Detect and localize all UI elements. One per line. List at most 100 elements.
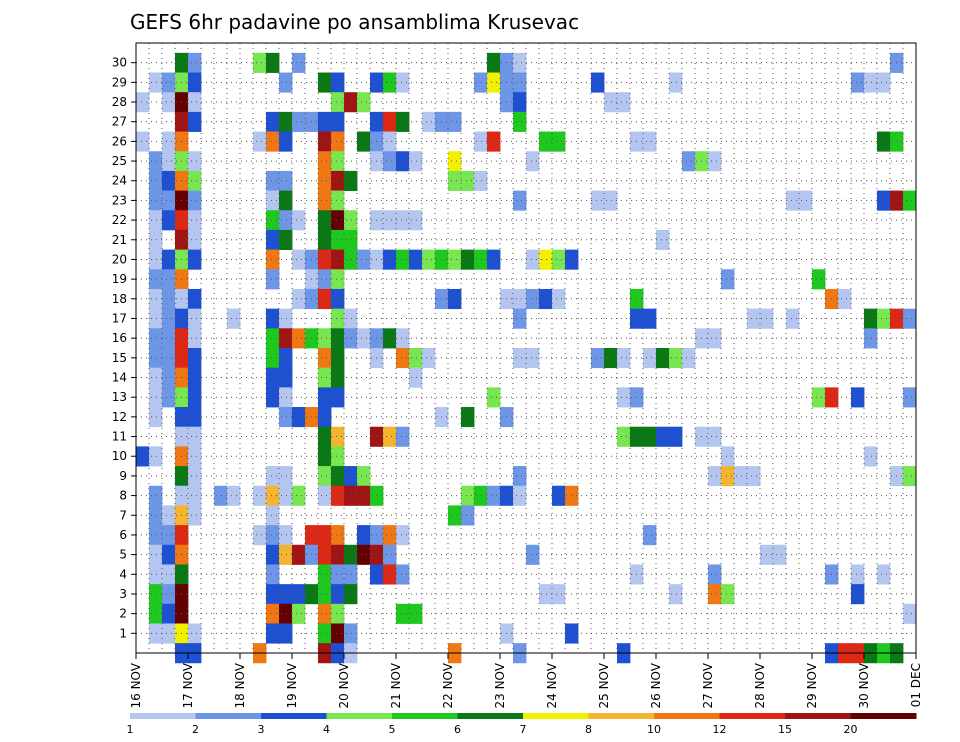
- heatmap-cell: [526, 151, 540, 172]
- heatmap-cell: [708, 564, 722, 585]
- heatmap-cell: [188, 170, 202, 191]
- heatmap-cell: [279, 328, 293, 349]
- heatmap-cell: [708, 426, 722, 447]
- heatmap-cell: [864, 72, 878, 93]
- legend-label: 1: [127, 723, 134, 736]
- heatmap-cell: [188, 387, 202, 408]
- heatmap-cell: [396, 111, 410, 132]
- heatmap-cell: [162, 92, 176, 113]
- heatmap-cell: [396, 426, 410, 447]
- heatmap-cell: [513, 111, 527, 132]
- heatmap-cell: [279, 229, 293, 251]
- heatmap-cell: [526, 544, 540, 565]
- heatmap-cell: [513, 485, 527, 506]
- heatmap-cell: [318, 623, 332, 644]
- heatmap-cell: [851, 72, 865, 93]
- heatmap-cell: [383, 72, 397, 93]
- heatmap-cell: [552, 288, 566, 310]
- heatmap-cell: [474, 72, 488, 93]
- heatmap-cell: [188, 446, 202, 467]
- heatmap-cell: [552, 131, 566, 152]
- heatmap-cell: [643, 426, 657, 447]
- heatmap-cell: [903, 603, 917, 624]
- heatmap-cell: [279, 72, 293, 93]
- heatmap-cell: [136, 131, 150, 152]
- heatmap-cell: [461, 407, 475, 428]
- heatmap-cell: [331, 288, 345, 310]
- legend-swatch: [523, 713, 589, 719]
- heatmap-cell: [149, 367, 163, 388]
- legend-swatch: [719, 713, 786, 719]
- heatmap-cell: [344, 249, 358, 270]
- heatmap-cell: [318, 407, 332, 428]
- legend-swatch: [588, 713, 655, 719]
- legend-swatch: [457, 713, 524, 719]
- heatmap-cell: [162, 288, 176, 310]
- heatmap-cell: [292, 544, 306, 565]
- heatmap-cell: [149, 485, 163, 506]
- heatmap-cell: [747, 308, 761, 329]
- heatmap-cell: [162, 564, 176, 585]
- heatmap-cell: [266, 229, 280, 251]
- legend-swatch: [785, 713, 851, 719]
- heatmap-cell: [331, 308, 345, 329]
- heatmap-cell: [331, 210, 345, 231]
- legend-label: 2: [192, 723, 199, 736]
- heatmap-cell: [448, 111, 462, 132]
- heatmap-cell: [357, 544, 371, 565]
- heatmap-cell: [318, 190, 332, 211]
- heatmap-cell: [487, 72, 501, 93]
- heatmap-cell: [266, 52, 280, 73]
- heatmap-cell: [292, 249, 306, 270]
- heatmap-cell: [188, 367, 202, 388]
- y-tick-label: 4: [119, 567, 127, 581]
- heatmap-cell: [162, 170, 176, 191]
- heatmap-cell: [318, 367, 332, 388]
- heatmap-cell: [422, 249, 436, 270]
- heatmap-cell: [682, 151, 696, 172]
- heatmap-cell: [188, 623, 202, 644]
- heatmap-cell: [864, 328, 878, 349]
- heatmap-cell: [474, 485, 488, 506]
- heatmap-cell: [331, 170, 345, 191]
- heatmap-cell: [149, 407, 163, 428]
- heatmap-cell: [266, 210, 280, 231]
- heatmap-cell: [422, 111, 436, 132]
- heatmap-cell: [266, 131, 280, 152]
- heatmap-cell: [318, 446, 332, 467]
- heatmap-cell: [643, 308, 657, 329]
- heatmap-cell: [188, 72, 202, 93]
- heatmap-cell: [266, 387, 280, 408]
- heatmap-cell: [318, 584, 332, 605]
- heatmap-cell: [708, 466, 722, 487]
- heatmap-cell: [357, 249, 371, 270]
- y-tick-label: 11: [112, 430, 127, 444]
- heatmap-cell: [331, 525, 345, 546]
- y-tick-label: 9: [119, 469, 127, 483]
- heatmap-cell: [539, 249, 553, 270]
- plot-frame: [135, 42, 917, 654]
- legend-swatch: [130, 713, 196, 719]
- heatmap-cell: [461, 170, 475, 191]
- heatmap-cell: [383, 151, 397, 172]
- heatmap-cell: [448, 505, 462, 526]
- heatmap-cell: [396, 525, 410, 546]
- heatmap-cell: [149, 328, 163, 349]
- heatmap-cell: [383, 328, 397, 349]
- y-tick-label: 18: [112, 292, 127, 306]
- heatmap-cell: [461, 485, 475, 506]
- heatmap-cell: [643, 348, 657, 369]
- heatmap-cell: [162, 525, 176, 546]
- x-tick-label: 16 NOV: [129, 662, 143, 708]
- heatmap-cell: [318, 229, 332, 251]
- heatmap-cell: [162, 151, 176, 172]
- heatmap-cell: [487, 249, 501, 270]
- heatmap-cell: [266, 328, 280, 349]
- heatmap-cell: [266, 249, 280, 270]
- heatmap-cell: [526, 249, 540, 270]
- heatmap-cell: [591, 348, 605, 369]
- heatmap-cell: [513, 190, 527, 211]
- heatmap-cell: [149, 269, 163, 290]
- heatmap-cell: [292, 111, 306, 132]
- y-tick-label: 20: [112, 252, 127, 266]
